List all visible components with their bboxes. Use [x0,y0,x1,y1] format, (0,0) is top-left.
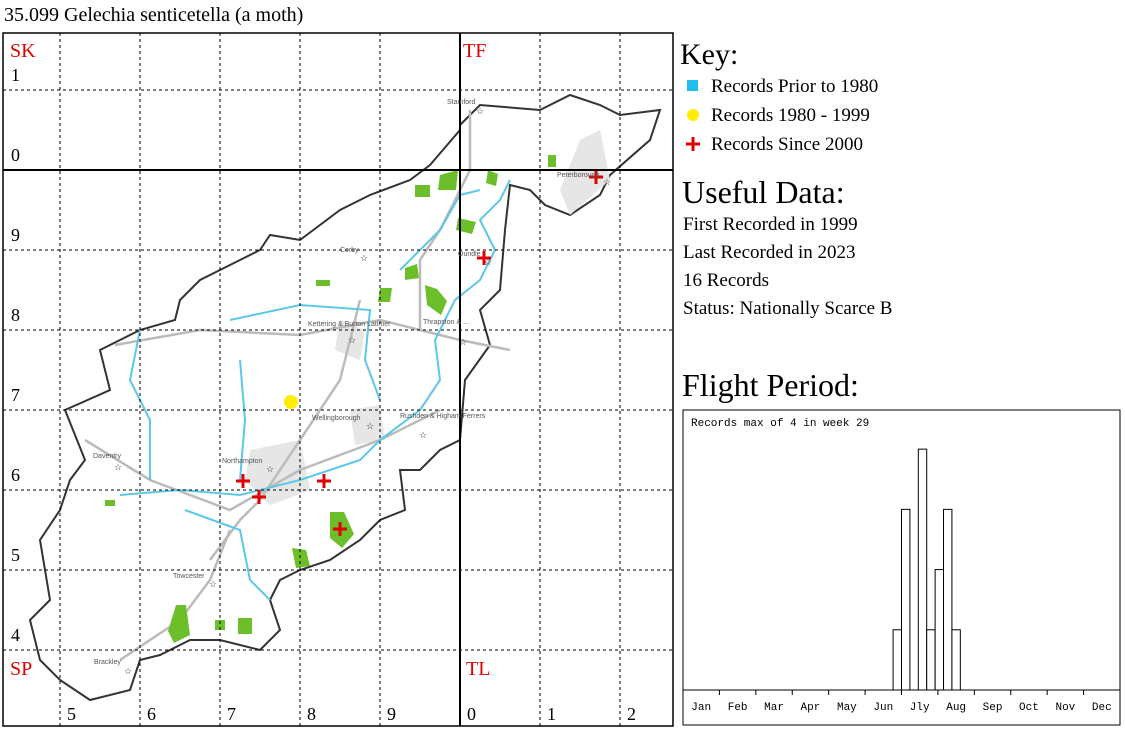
town-label: Corby [340,247,359,254]
town-marker: ☆ [459,337,467,347]
northing-label: 9 [11,225,20,245]
town-label: Kettering & Burton Latimer [308,321,391,328]
town-label: Peterborough [557,172,600,179]
key-title: Key: [680,38,738,71]
map-grid [3,33,673,726]
x-tick-label: Apr [801,702,821,714]
chart-annotation: Records max of 4 in week 29 [691,418,869,430]
key-item: Records Since 2000 [711,134,863,155]
info-line: 16 Records [683,270,769,291]
town-label: Wellingborough [312,415,361,422]
bar [943,508,953,691]
key-symbol [687,109,699,121]
town-marker: ☆ [419,430,427,440]
chart-title: Flight Period: [682,367,859,403]
easting-label: 8 [307,704,316,724]
town-label: Brackley [94,659,121,666]
x-tick-label: Aug [946,702,966,714]
bar [917,448,928,691]
info-line: Status: Nationally Scarce B [683,298,892,319]
info-line: Last Recorded in 2023 [683,242,856,263]
records [236,170,603,536]
town-label: Stamford [447,99,476,106]
easting-label: 6 [147,704,156,724]
bar [934,569,945,691]
easting-label: 0 [467,704,476,724]
town-label: Oundle [458,251,481,258]
northing-label: 8 [11,305,20,325]
bar [951,629,961,691]
bar [901,508,911,691]
info-line: First Recorded in 1999 [683,214,858,235]
section-title: Useful Data: [682,174,845,210]
town-marker: ☆ [348,335,356,345]
northing-label: 5 [11,545,20,565]
square-label: SK [10,40,36,62]
x-tick-label: Nov [1055,702,1075,714]
x-tick-label: May [837,702,857,714]
town-label: Daventry [93,453,122,460]
x-tick-label: Oct [1019,702,1039,714]
record-1980-1999 [284,395,298,409]
town-marker: ☆ [476,106,484,116]
square-label: SP [10,658,32,680]
town-label: Thrapston & ... [423,319,469,326]
square-label: TF [463,40,486,62]
key-symbol [687,80,698,91]
town-marker: ☆ [114,462,122,472]
x-tick-label: Jan [691,702,711,714]
x-tick-label: Jun [873,702,893,714]
northing-label: 0 [11,145,20,165]
northing-label: 4 [11,625,20,645]
northing-label: 1 [11,65,20,85]
town-label: Northampton [222,458,263,465]
town-marker: ☆ [266,464,274,474]
x-tick-label: Jly [910,702,930,714]
bar [926,629,936,691]
town-label: Rushden & Higham Ferrers [400,413,486,420]
easting-label: 1 [547,704,556,724]
key-item: Records Prior to 1980 [711,76,878,97]
town-marker: ☆ [209,579,217,589]
square-label: TL [466,658,490,680]
town-marker: ☆ [603,177,611,187]
x-tick-label: Sep [983,702,1003,714]
x-tick-label: Feb [728,702,748,714]
northing-label: 6 [11,465,20,485]
x-tick-label: Dec [1092,702,1112,714]
town-marker: ☆ [360,253,368,263]
bar [892,629,902,691]
easting-label: 2 [627,704,636,724]
town-marker: ☆ [124,666,132,676]
easting-label: 5 [67,704,76,724]
easting-label: 7 [227,704,236,724]
key-item: Records 1980 - 1999 [711,105,870,126]
easting-label: 9 [387,704,396,724]
key-symbol [686,137,700,151]
page-title: 35.099 Gelechia senticetella (a moth) [4,4,303,26]
x-tick-label: Mar [764,702,784,714]
town-label: Towcester [173,573,205,580]
town-marker: ☆ [366,421,374,431]
county-outline [28,93,662,702]
northing-label: 7 [11,385,20,405]
town-marker: ☆ [484,257,492,267]
